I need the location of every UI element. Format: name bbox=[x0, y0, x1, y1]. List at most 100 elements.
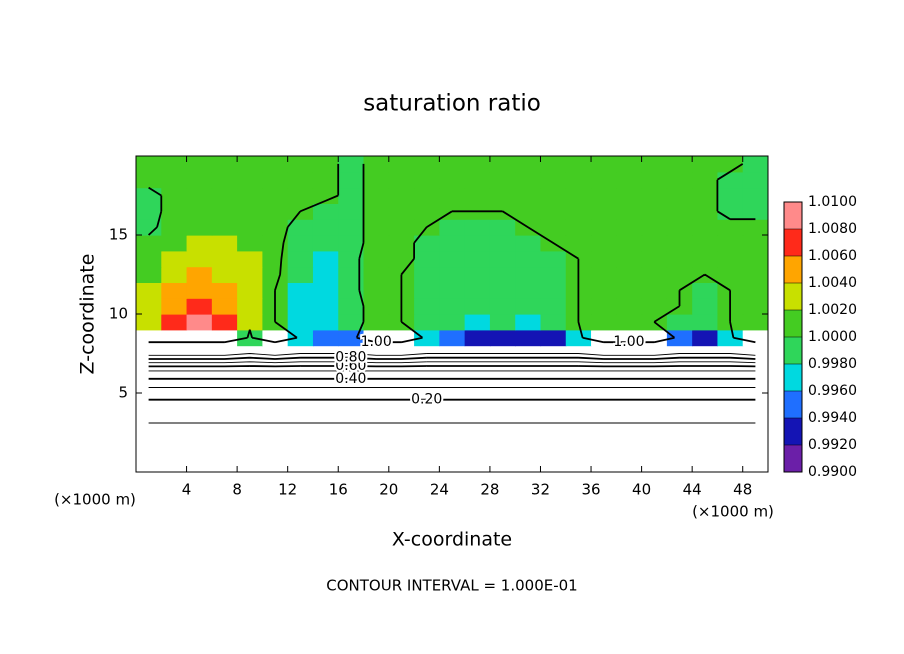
heat-cell bbox=[161, 282, 188, 299]
heat-cell bbox=[666, 408, 693, 426]
x-tick-label: 40 bbox=[632, 481, 651, 499]
heat-cell bbox=[591, 377, 617, 394]
heat-cell bbox=[414, 203, 440, 220]
colorbar-tick-label: 1.0080 bbox=[808, 221, 857, 237]
heat-cell bbox=[464, 408, 491, 426]
heat-cell bbox=[641, 408, 668, 426]
heat-cell bbox=[338, 314, 365, 331]
heat-cell bbox=[717, 361, 744, 378]
heat-cell bbox=[136, 329, 162, 347]
heat-cell bbox=[363, 314, 390, 331]
y-tick-label: 5 bbox=[118, 384, 128, 402]
heat-cell bbox=[666, 203, 693, 220]
heat-cell bbox=[186, 314, 213, 331]
heat-cell bbox=[237, 314, 263, 331]
heat-cell bbox=[211, 314, 238, 331]
heat-cell bbox=[464, 456, 491, 472]
heat-cell bbox=[186, 361, 213, 378]
colorbar-band bbox=[784, 310, 802, 337]
heat-cell bbox=[161, 171, 188, 189]
heat-cell bbox=[312, 187, 339, 204]
heat-cell bbox=[414, 250, 440, 268]
heat-cell bbox=[591, 361, 617, 378]
heat-cell bbox=[692, 408, 719, 426]
heat-cell bbox=[489, 156, 516, 173]
heat-cell bbox=[540, 298, 567, 315]
heat-cell bbox=[136, 393, 162, 410]
heat-cell bbox=[591, 314, 617, 331]
heat-cell bbox=[161, 219, 188, 236]
heat-cell bbox=[439, 250, 466, 268]
heat-cell bbox=[262, 361, 289, 378]
heat-cell bbox=[692, 298, 719, 315]
heat-cell bbox=[414, 408, 440, 426]
y-tick-label: 15 bbox=[109, 226, 128, 244]
heat-cell bbox=[186, 156, 213, 173]
heat-cell bbox=[439, 298, 466, 315]
heat-cell bbox=[338, 424, 365, 441]
heat-cell bbox=[565, 440, 592, 457]
heat-cell bbox=[363, 156, 390, 173]
heat-cell bbox=[717, 187, 744, 204]
heat-cell bbox=[540, 266, 567, 283]
heat-cell bbox=[161, 424, 188, 441]
heat-cell bbox=[211, 250, 238, 268]
heat-cell bbox=[211, 377, 238, 394]
heat-cell bbox=[186, 250, 213, 268]
heat-cell bbox=[616, 361, 643, 378]
heat-cell bbox=[565, 171, 592, 189]
heat-cell bbox=[742, 235, 768, 252]
heat-cell bbox=[312, 156, 339, 173]
y-unit: (×1000 m) bbox=[54, 491, 136, 509]
heat-cell bbox=[515, 298, 542, 315]
heat-cell bbox=[186, 298, 213, 315]
heat-cell bbox=[742, 329, 768, 347]
heat-cell bbox=[439, 156, 466, 173]
heat-cell bbox=[136, 219, 162, 236]
heat-cell bbox=[540, 377, 567, 394]
heat-cell bbox=[388, 377, 415, 394]
heat-cell bbox=[136, 266, 162, 283]
heat-cell bbox=[211, 235, 238, 252]
heat-cell bbox=[489, 282, 516, 299]
heat-cell bbox=[616, 314, 643, 331]
heat-cell bbox=[616, 298, 643, 315]
heat-cell bbox=[591, 424, 617, 441]
heat-cell bbox=[515, 361, 542, 378]
heat-cell bbox=[414, 298, 440, 315]
heat-cell bbox=[237, 298, 263, 315]
heat-cell bbox=[616, 171, 643, 189]
heat-cell bbox=[641, 456, 668, 472]
heat-cell bbox=[641, 440, 668, 457]
heat-cell bbox=[262, 377, 289, 394]
heat-cell bbox=[161, 345, 188, 362]
heat-cell bbox=[136, 235, 162, 252]
heat-cell bbox=[742, 424, 768, 441]
heat-cell bbox=[616, 440, 643, 457]
heat-cell bbox=[692, 219, 719, 236]
heat-cell bbox=[540, 219, 567, 236]
heat-cell bbox=[591, 187, 617, 204]
heat-cell bbox=[211, 203, 238, 220]
heat-cell bbox=[616, 377, 643, 394]
contour-label: 0.20 bbox=[411, 392, 442, 408]
heat-cell bbox=[287, 156, 314, 173]
heat-cell bbox=[742, 171, 768, 189]
heat-cell bbox=[641, 361, 668, 378]
x-axis-label: X-coordinate bbox=[392, 529, 512, 551]
heat-cell bbox=[136, 377, 162, 394]
heat-cell bbox=[540, 314, 567, 331]
heat-cell bbox=[641, 203, 668, 220]
heat-cell bbox=[186, 203, 213, 220]
heat-cell bbox=[666, 393, 693, 410]
heat-cell bbox=[186, 187, 213, 204]
heat-cell bbox=[464, 282, 491, 299]
heat-cell bbox=[338, 266, 365, 283]
heat-cell bbox=[692, 282, 719, 299]
heat-cell bbox=[363, 282, 390, 299]
heat-cell bbox=[591, 408, 617, 426]
heat-cell bbox=[692, 440, 719, 457]
heat-cell bbox=[616, 219, 643, 236]
heat-cell bbox=[237, 219, 263, 236]
heat-cell bbox=[312, 408, 339, 426]
